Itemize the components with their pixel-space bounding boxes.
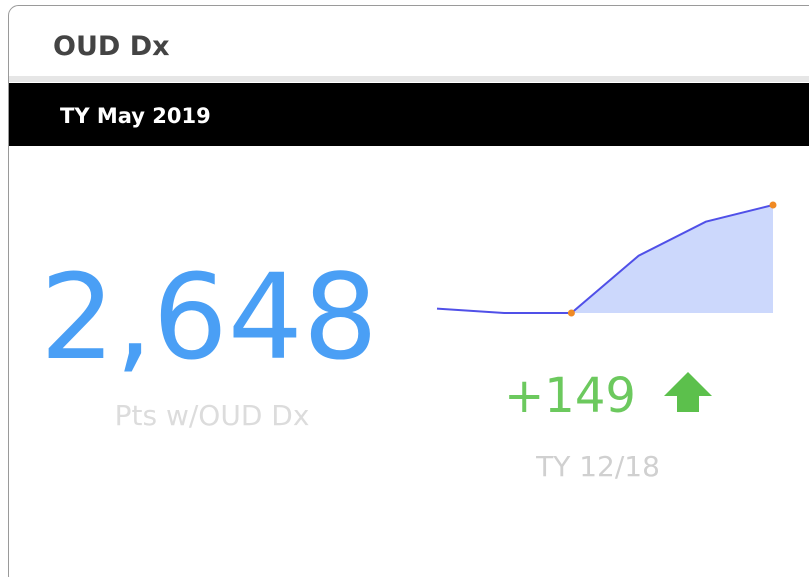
sparkline-line [436,204,774,314]
sparkline-marker [567,309,575,317]
period-label: TY May 2019 [60,104,211,128]
up-arrow [664,372,712,412]
change-value: +149 [504,368,636,424]
sparkline [436,201,777,317]
card-title: OUD Dx [53,31,170,62]
change-label: TY 12/18 [535,450,660,483]
kpi-label: Pts w/OUD Dx [115,399,310,432]
separator [9,76,809,82]
kpi-value: 2,648 [40,248,378,386]
card-border [8,5,809,577]
sparkline-area [571,205,773,313]
period-bar [9,83,809,146]
sparkline-marker [769,201,777,209]
